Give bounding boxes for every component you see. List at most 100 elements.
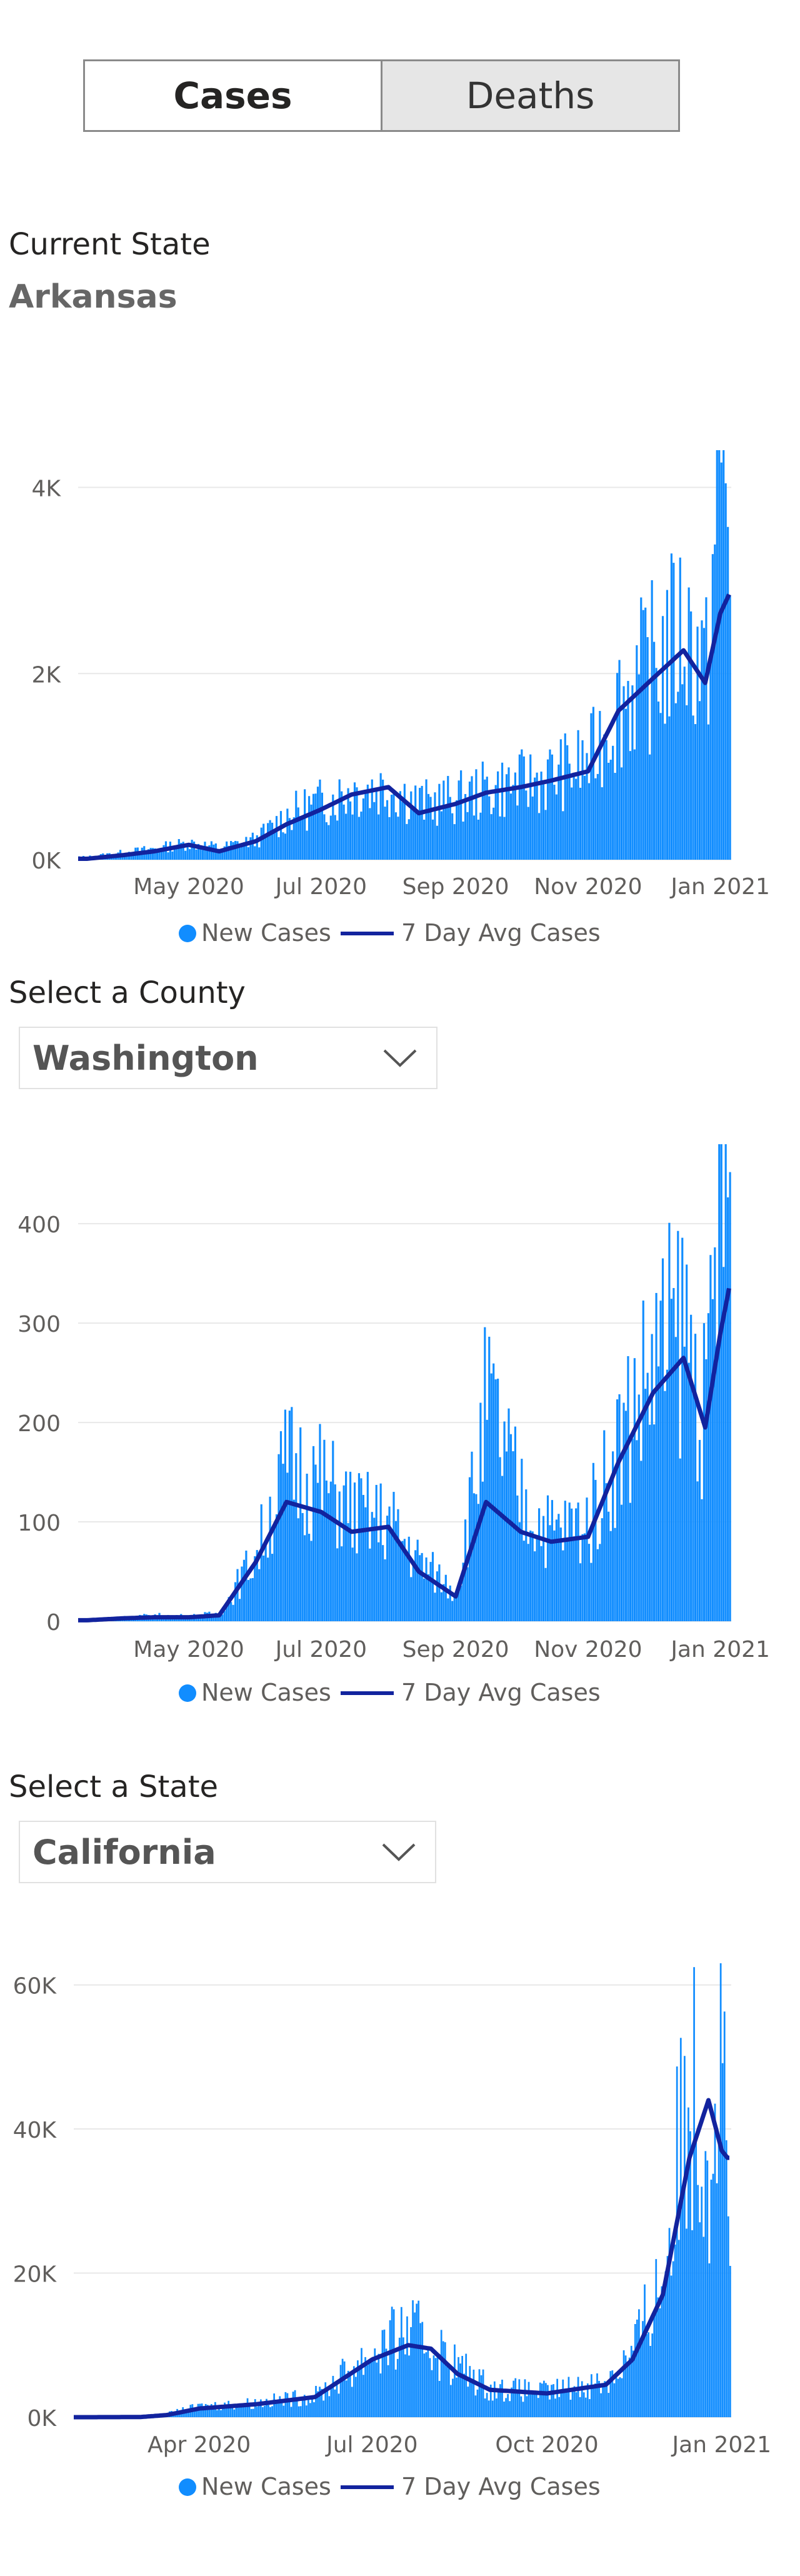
bar[interactable] bbox=[666, 1369, 669, 1621]
bar[interactable] bbox=[706, 2160, 709, 2417]
bar[interactable] bbox=[219, 1616, 221, 1621]
bar[interactable] bbox=[618, 660, 621, 860]
bar[interactable] bbox=[562, 811, 564, 860]
bar[interactable] bbox=[241, 1566, 243, 1621]
bar[interactable] bbox=[356, 1553, 358, 1621]
bar[interactable] bbox=[456, 1595, 458, 1621]
bar[interactable] bbox=[419, 2323, 422, 2417]
bar[interactable] bbox=[465, 2353, 468, 2417]
bar[interactable] bbox=[301, 2399, 304, 2417]
bar[interactable] bbox=[640, 1461, 642, 1621]
bar[interactable] bbox=[364, 1507, 367, 1621]
bar[interactable] bbox=[195, 1618, 198, 1621]
bar[interactable] bbox=[720, 462, 722, 860]
bar[interactable] bbox=[336, 1548, 339, 1621]
bar[interactable] bbox=[629, 1502, 631, 1621]
bar[interactable] bbox=[238, 848, 241, 860]
bar[interactable] bbox=[498, 2389, 499, 2417]
bar[interactable] bbox=[294, 2390, 296, 2417]
bar[interactable] bbox=[321, 792, 324, 860]
bar[interactable] bbox=[193, 842, 196, 860]
bar[interactable] bbox=[562, 2379, 564, 2417]
bar[interactable] bbox=[727, 2216, 729, 2417]
bar[interactable] bbox=[429, 2358, 431, 2417]
bar[interactable] bbox=[369, 1548, 371, 1621]
bar[interactable] bbox=[444, 1574, 447, 1621]
bar[interactable] bbox=[304, 789, 306, 860]
bar[interactable] bbox=[562, 1550, 564, 1621]
bar[interactable] bbox=[642, 2321, 644, 2417]
bar[interactable] bbox=[553, 785, 556, 860]
bar[interactable] bbox=[184, 2412, 186, 2417]
bar[interactable] bbox=[204, 842, 206, 860]
bar[interactable] bbox=[710, 2180, 712, 2417]
bar[interactable] bbox=[575, 2392, 578, 2417]
bar[interactable] bbox=[292, 2392, 294, 2417]
bar[interactable] bbox=[228, 845, 230, 860]
bar[interactable] bbox=[262, 2407, 264, 2417]
bar[interactable] bbox=[494, 1379, 497, 1621]
bar[interactable] bbox=[704, 2151, 707, 2417]
bar[interactable] bbox=[338, 779, 341, 860]
bar[interactable] bbox=[592, 2387, 594, 2417]
bar[interactable] bbox=[182, 842, 184, 860]
bar[interactable] bbox=[425, 1557, 428, 1621]
bar[interactable] bbox=[509, 2401, 511, 2417]
bar[interactable] bbox=[603, 734, 606, 860]
bar[interactable] bbox=[694, 724, 697, 860]
bar[interactable] bbox=[431, 1552, 434, 1621]
bar[interactable] bbox=[619, 2377, 621, 2417]
bar[interactable] bbox=[267, 1557, 269, 1621]
bar[interactable] bbox=[364, 793, 367, 860]
bar[interactable] bbox=[674, 2244, 676, 2417]
bar[interactable] bbox=[281, 2400, 283, 2417]
bar[interactable] bbox=[555, 1519, 558, 1621]
bar[interactable] bbox=[572, 772, 575, 860]
bar[interactable] bbox=[698, 701, 701, 860]
bar[interactable] bbox=[238, 1599, 241, 1621]
bar[interactable] bbox=[234, 1582, 237, 1621]
bar[interactable] bbox=[230, 1602, 232, 1621]
bar[interactable] bbox=[373, 1517, 376, 1621]
bar[interactable] bbox=[688, 1362, 690, 1621]
bar[interactable] bbox=[638, 1394, 640, 1621]
bar[interactable] bbox=[505, 1451, 508, 1621]
bar[interactable] bbox=[262, 1555, 265, 1621]
bar[interactable] bbox=[269, 820, 271, 860]
bar[interactable] bbox=[558, 2397, 561, 2417]
bar[interactable] bbox=[220, 2410, 222, 2417]
bar[interactable] bbox=[260, 1504, 262, 1621]
bar[interactable] bbox=[295, 790, 298, 860]
bar[interactable] bbox=[206, 2405, 209, 2417]
bar[interactable] bbox=[586, 1497, 588, 1621]
bar[interactable] bbox=[686, 1264, 688, 1621]
bar[interactable] bbox=[403, 1539, 406, 1621]
bar[interactable] bbox=[501, 2379, 503, 2417]
bar[interactable] bbox=[501, 762, 504, 860]
bar[interactable] bbox=[484, 2398, 486, 2417]
bar[interactable] bbox=[683, 2056, 686, 2417]
bar[interactable] bbox=[323, 814, 326, 860]
bar[interactable] bbox=[429, 1562, 432, 1621]
bar[interactable] bbox=[499, 816, 501, 860]
bar[interactable] bbox=[586, 2383, 589, 2417]
bar[interactable] bbox=[312, 1446, 315, 1621]
bar[interactable] bbox=[228, 2400, 230, 2417]
bar[interactable] bbox=[402, 2337, 404, 2417]
bar[interactable] bbox=[410, 2327, 412, 2417]
bar[interactable] bbox=[186, 2411, 188, 2417]
bar[interactable] bbox=[336, 2383, 338, 2417]
bar[interactable] bbox=[683, 1346, 686, 1621]
bar[interactable] bbox=[649, 2345, 652, 2417]
bar[interactable] bbox=[303, 2395, 306, 2417]
bar[interactable] bbox=[549, 2399, 551, 2417]
bar[interactable] bbox=[522, 2402, 524, 2417]
bar[interactable] bbox=[583, 775, 586, 860]
bar[interactable] bbox=[526, 2396, 528, 2417]
bar[interactable] bbox=[661, 616, 664, 860]
bar[interactable] bbox=[583, 1533, 586, 1621]
bar[interactable] bbox=[512, 1451, 514, 1621]
bar[interactable] bbox=[638, 674, 640, 860]
bar[interactable] bbox=[286, 1472, 289, 1621]
bar[interactable] bbox=[497, 771, 499, 860]
